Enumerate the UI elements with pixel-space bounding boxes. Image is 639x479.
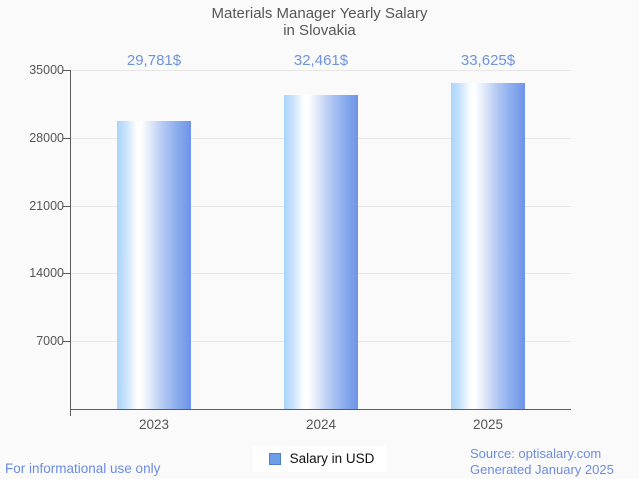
chart-title: Materials Manager Yearly Salary in Slova…	[0, 5, 639, 39]
y-axis-label-21000: 21000	[29, 199, 64, 213]
legend-item-salary[interactable]: Salary in USD	[252, 446, 387, 472]
bar-2024[interactable]	[284, 95, 358, 409]
y-axis-label-14000: 14000	[29, 266, 64, 280]
x-axis-label-2023: 2023	[138, 417, 170, 432]
y-axis-label-35000: 35000	[29, 63, 64, 77]
source-text[interactable]: Source: optisalary.com	[470, 446, 602, 461]
source-block: Source: optisalary.com Generated January…	[470, 446, 614, 478]
y-axis-tick-21000	[63, 206, 70, 207]
value-label-2023: 29,781$	[126, 52, 182, 69]
plot-area: 7000 14000 21000 28000 35000 29,781$ 2023 32,46…	[29, 53, 571, 432]
y-axis-tick-28000	[63, 138, 70, 139]
generated-text: Generated January 2025	[470, 462, 614, 477]
x-axis-origin-tick	[70, 409, 71, 416]
disclaimer-text: For informational use only	[5, 461, 161, 476]
legend-swatch-icon	[268, 453, 281, 465]
value-label-2025: 33,625$	[460, 52, 516, 69]
value-label-2024: 32,461$	[293, 52, 349, 69]
y-axis-label-7000: 7000	[36, 334, 64, 348]
legend: Salary in USD	[0, 446, 639, 472]
bar-2025[interactable]	[451, 83, 525, 409]
y-axis-tick-35000	[63, 70, 70, 71]
bar-2023[interactable]	[117, 121, 191, 409]
x-axis-label-2024: 2024	[305, 417, 337, 432]
y-axis-label-28000: 28000	[29, 131, 64, 145]
chart-title-line2: in Slovakia	[283, 22, 356, 39]
gridline-35000	[71, 70, 571, 71]
y-axis-tick-7000	[63, 341, 70, 342]
chart-title-line1: Materials Manager Yearly Salary	[211, 5, 428, 22]
x-axis-label-2025: 2025	[472, 417, 504, 432]
legend-label: Salary in USD	[289, 451, 375, 466]
y-axis-tick-14000	[63, 273, 70, 274]
